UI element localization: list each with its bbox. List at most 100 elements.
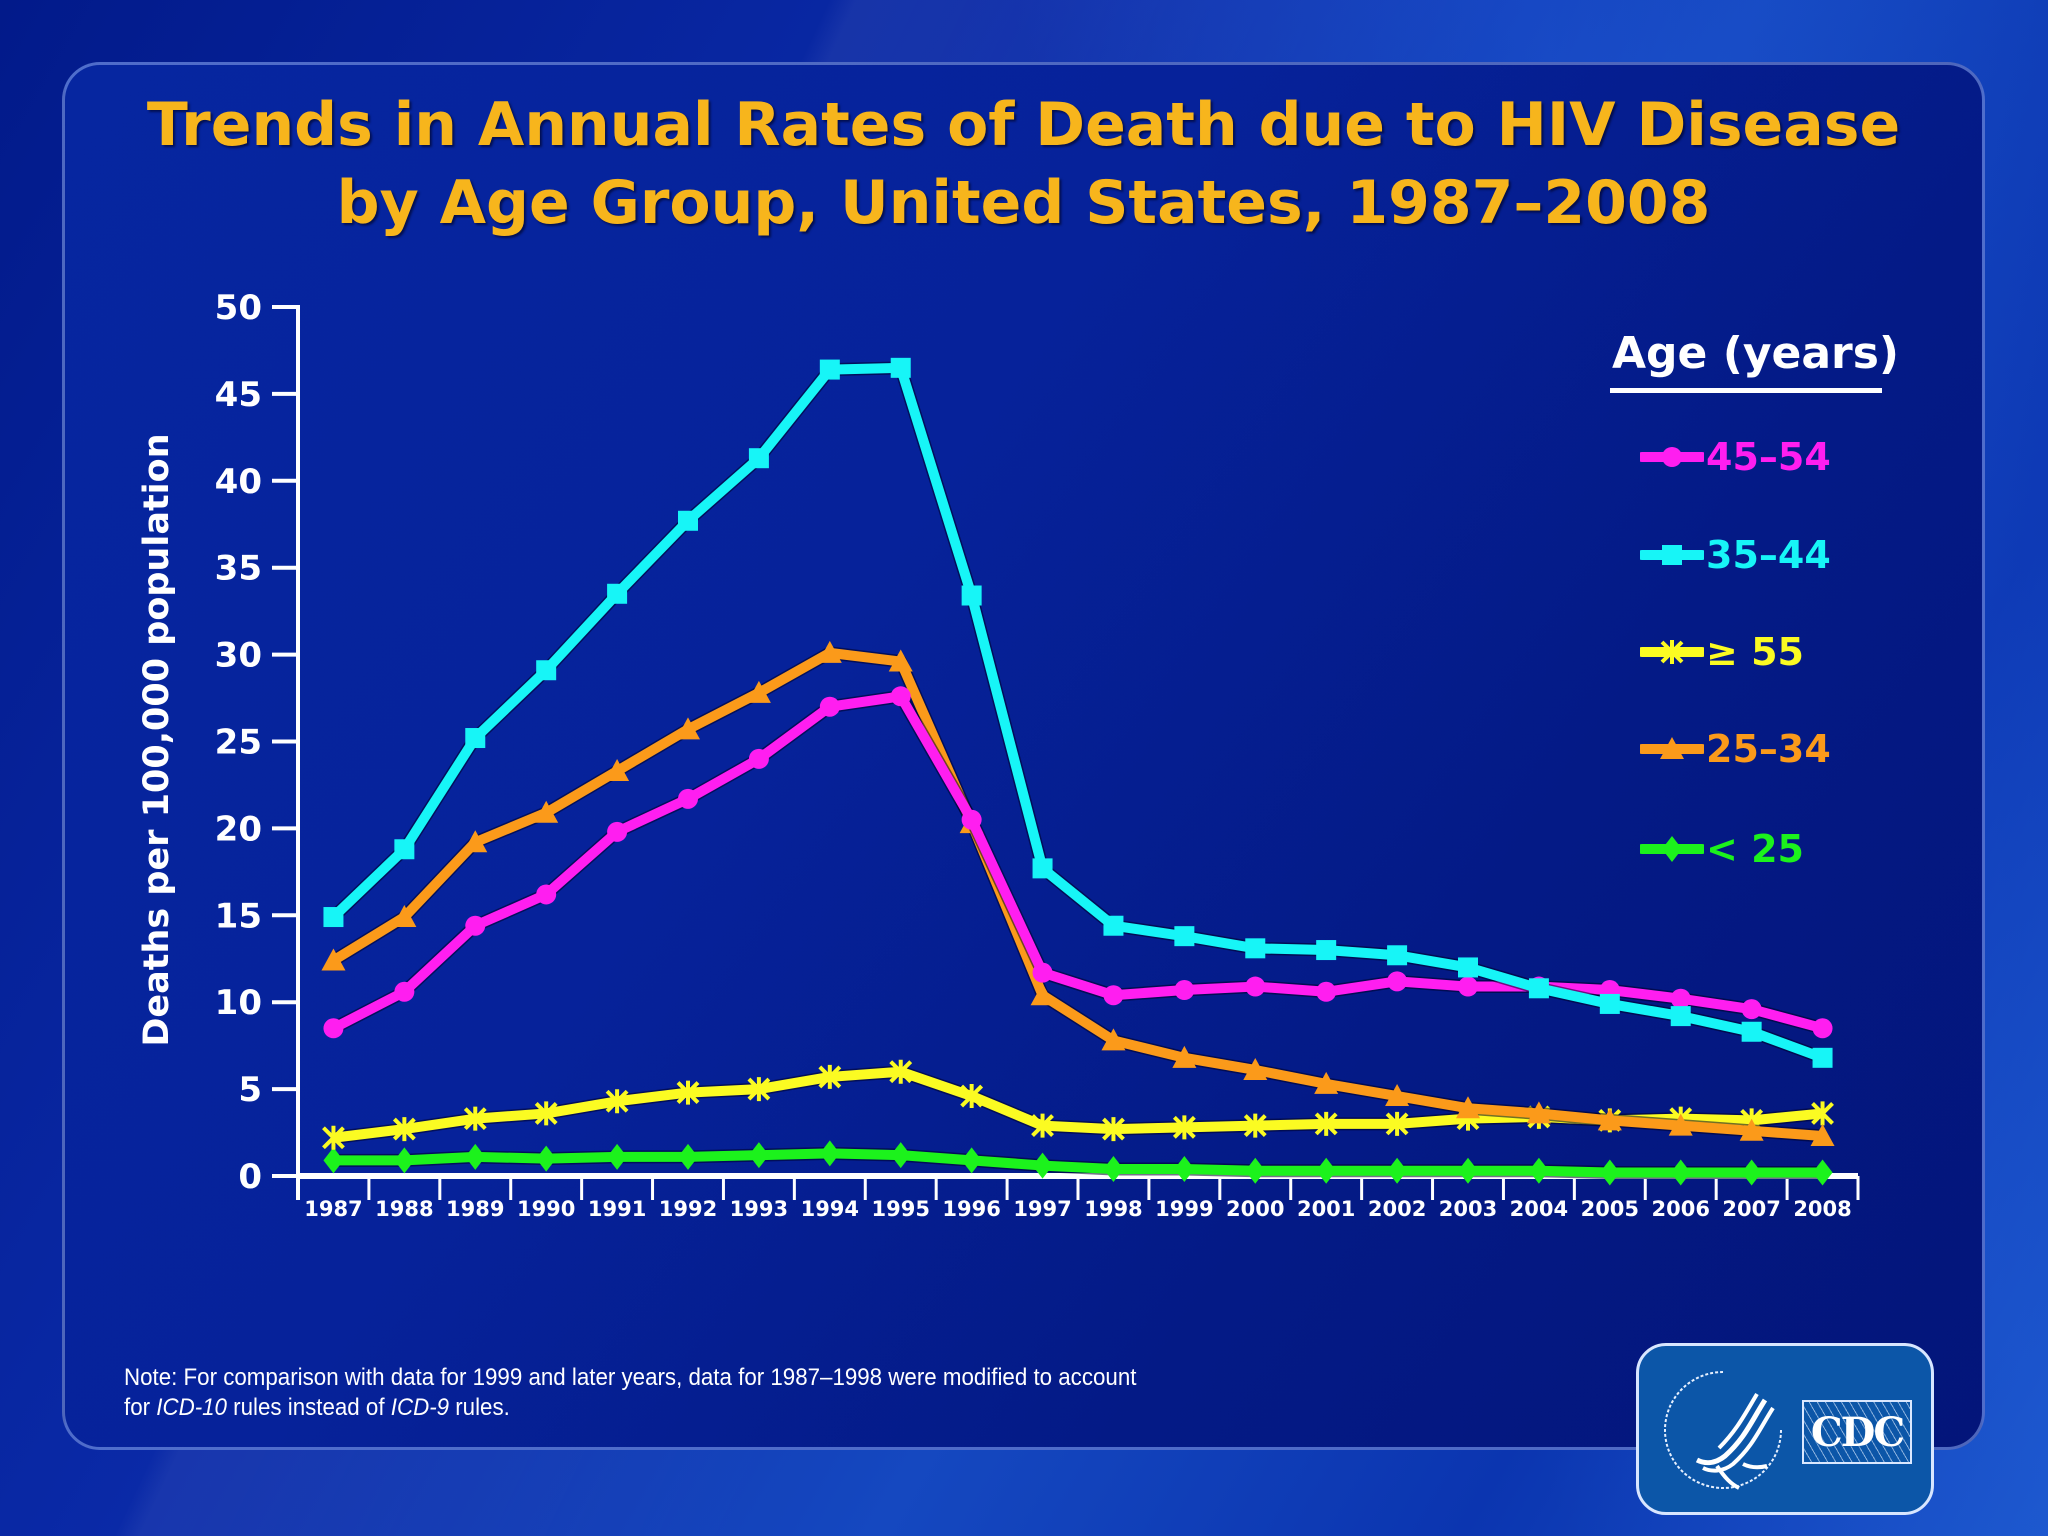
y-tick-label: 20 (215, 809, 262, 849)
data-point-asterisk (676, 1080, 700, 1105)
series-line (329, 362, 1825, 1063)
data-point-square (323, 907, 344, 928)
series-line (331, 691, 1824, 1034)
data-point-diamond (1174, 1156, 1195, 1183)
data-point-square (394, 839, 415, 860)
data-point-square (1103, 915, 1124, 936)
data-point-triangle (1597, 1108, 1622, 1131)
y-tick-label: 45 (215, 375, 262, 415)
data-point-triangle (817, 640, 842, 663)
data-point-asterisk (960, 1084, 984, 1109)
x-tick-label: 1987 (304, 1197, 362, 1221)
footnote: Note: For comparison with data for 1999 … (124, 1363, 1136, 1423)
legend-marker (1662, 836, 1682, 862)
data-point-diamond (1528, 1157, 1549, 1184)
data-point-diamond (465, 1143, 486, 1170)
x-tick-label: 1992 (659, 1197, 717, 1221)
legend-label: 35–44 (1706, 533, 1831, 577)
data-point-triangle (1101, 1028, 1126, 1051)
data-point-asterisk (534, 1101, 558, 1126)
series-square (323, 357, 1833, 1068)
data-point-triangle (1810, 1124, 1835, 1147)
y-tick-label: 15 (215, 896, 262, 936)
legend-item: < 25 (1640, 824, 1804, 874)
data-point-square (1174, 926, 1195, 947)
data-point-square (1387, 945, 1408, 966)
data-point-triangle (1385, 1084, 1410, 1107)
data-point-square (1812, 1047, 1833, 1068)
legend-label: 45–54 (1706, 435, 1831, 479)
data-point-diamond (961, 1147, 982, 1174)
data-point-diamond (678, 1143, 698, 1170)
data-point-circle (394, 981, 415, 1002)
footnote-line-1: Note: For comparison with data for 1999 … (124, 1364, 1137, 1391)
data-point-circle (1812, 1018, 1833, 1039)
x-tick-label: 1994 (801, 1197, 859, 1221)
data-point-diamond (1741, 1159, 1762, 1186)
data-point-asterisk (322, 1125, 345, 1150)
x-tick-label: 1988 (375, 1197, 433, 1221)
data-point-asterisk (1243, 1113, 1267, 1138)
cdc-hhs-logo: CDC (1636, 1343, 1934, 1515)
data-point-asterisk (1102, 1117, 1125, 1142)
data-point-square (1528, 978, 1549, 999)
data-point-asterisk (889, 1059, 913, 1084)
legend-marker (1660, 640, 1684, 664)
data-point-square (678, 510, 698, 531)
legend-marker (1662, 545, 1682, 565)
data-point-diamond (1032, 1152, 1053, 1179)
data-point-triangle (321, 948, 346, 971)
x-tick-label: 1996 (942, 1197, 1000, 1221)
data-point-diamond (1599, 1159, 1620, 1186)
legend-item: 35–44 (1640, 530, 1831, 580)
data-point-circle (536, 884, 557, 905)
y-tick-label: 10 (215, 983, 262, 1023)
data-point-diamond (1103, 1156, 1124, 1183)
data-point-diamond (1670, 1159, 1691, 1186)
legend-swatch-diamond-icon (1640, 836, 1704, 862)
title-line-2: by Age Group, United States, 1987–2008 (336, 168, 1711, 238)
series-line-shadow (328, 361, 1825, 1064)
data-point-circle (1032, 962, 1053, 983)
x-tick-label: 2007 (1722, 1197, 1780, 1221)
slide-title: Trends in Annual Rates of Death due to H… (62, 86, 1985, 242)
data-point-square (961, 585, 982, 606)
data-point-square (607, 583, 628, 604)
series-diamond (323, 1140, 1833, 1186)
data-point-diamond (1316, 1157, 1337, 1184)
data-point-square (890, 357, 911, 378)
data-point-asterisk (392, 1117, 416, 1142)
data-point-triangle (605, 759, 630, 782)
data-point-square (1032, 858, 1053, 879)
hhs-eagle-seal-icon (1664, 1371, 1782, 1490)
data-point-triangle (1172, 1045, 1197, 1068)
x-tick-label: 2005 (1581, 1197, 1639, 1221)
legend-item: ≥ 55 (1640, 627, 1804, 677)
data-point-triangle (534, 800, 559, 823)
y-tick-label: 5 (238, 1070, 262, 1110)
legend-label: ≥ 55 (1706, 630, 1804, 674)
x-tick-label: 1989 (446, 1197, 504, 1221)
data-point-circle (1670, 988, 1691, 1009)
legend-title: Age (years) (1612, 328, 1900, 379)
footnote-icd10: ICD-10 (156, 1394, 227, 1421)
data-point-square (1670, 1006, 1691, 1027)
series-triangle (321, 640, 1835, 1147)
data-point-square (1245, 938, 1266, 959)
data-point-square (748, 448, 769, 469)
legend-swatch-asterisk-icon (1640, 640, 1704, 664)
data-point-circle (465, 915, 486, 936)
data-point-circle (1387, 971, 1408, 992)
data-point-circle (819, 696, 840, 717)
data-point-triangle (463, 830, 488, 853)
data-point-triangle (1243, 1057, 1268, 1080)
data-point-circle (1316, 981, 1337, 1002)
data-point-circle (1245, 976, 1266, 997)
x-tick-label: 2000 (1226, 1197, 1284, 1221)
x-tick-label: 1993 (730, 1197, 788, 1221)
x-tick-label: 1990 (517, 1197, 575, 1221)
data-point-square (1741, 1021, 1762, 1042)
data-point-asterisk (1811, 1101, 1834, 1126)
series-line (333, 1148, 1823, 1178)
data-point-triangle (1739, 1118, 1764, 1141)
